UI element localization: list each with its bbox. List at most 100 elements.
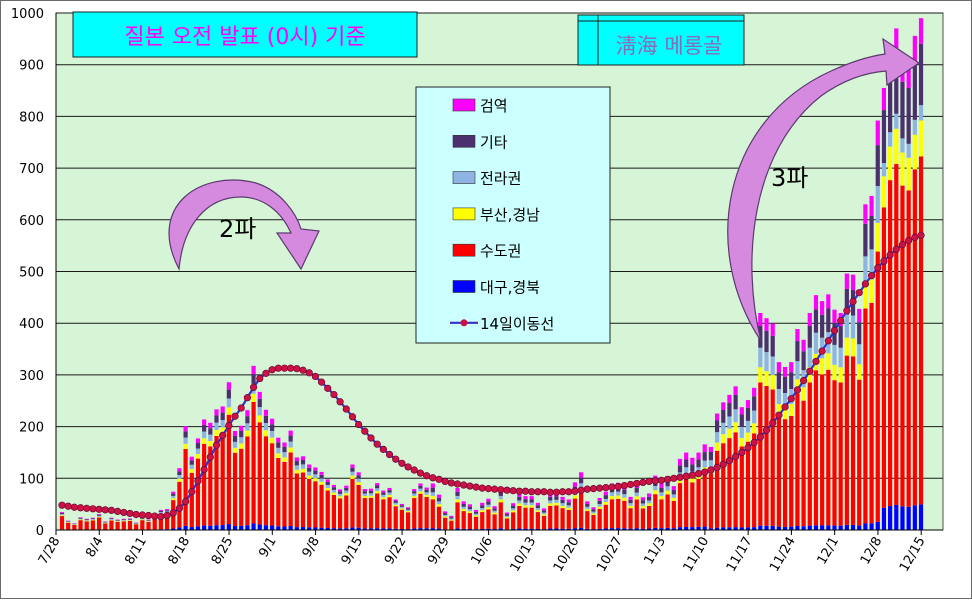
bar-segment-seoul bbox=[740, 446, 744, 527]
bar-segment-quarantine bbox=[462, 501, 466, 504]
bar-segment-quarantine bbox=[703, 444, 707, 452]
bar-segment-seoul bbox=[622, 501, 626, 528]
bar-segment-seoul bbox=[567, 510, 571, 529]
bar-segment-other bbox=[672, 490, 676, 494]
bar-segment-busan bbox=[746, 433, 750, 442]
bar-segment-quarantine bbox=[233, 431, 237, 436]
bar-segment-seoul bbox=[128, 521, 132, 530]
moving-average-point bbox=[819, 348, 826, 355]
bar-segment-quarantine bbox=[913, 36, 917, 61]
bar-segment-jeolla bbox=[851, 316, 855, 339]
y-tick-label: 300 bbox=[19, 369, 44, 384]
bar-segment-quarantine bbox=[715, 413, 719, 420]
bar-segment-quarantine bbox=[412, 489, 416, 491]
bar-segment-busan bbox=[208, 441, 212, 446]
bar-segment-seoul bbox=[542, 516, 546, 529]
bar-segment-seoul bbox=[635, 500, 639, 529]
bar-segment-seoul bbox=[591, 515, 595, 529]
bar-segment-jeolla bbox=[628, 503, 632, 506]
bar-segment-busan bbox=[177, 479, 181, 482]
x-tick-label: 8/11 bbox=[122, 535, 150, 568]
bar-segment-other bbox=[554, 496, 558, 500]
bar-segment-jeolla bbox=[591, 512, 595, 514]
bar-segment-busan bbox=[851, 338, 855, 356]
x-tick-label: 8/18 bbox=[166, 535, 194, 568]
bar-segment-quarantine bbox=[344, 486, 348, 488]
bar-segment-daegu bbox=[214, 525, 218, 530]
bar-segment-busan bbox=[387, 495, 391, 497]
bar-segment-jeolla bbox=[313, 474, 317, 478]
moving-average-point bbox=[603, 484, 610, 491]
bar-segment-other bbox=[486, 502, 490, 505]
bar-segment-quarantine bbox=[264, 410, 268, 416]
bar-segment-seoul bbox=[795, 393, 799, 526]
bar-segment-jeolla bbox=[839, 348, 843, 368]
bar-segment-busan bbox=[622, 498, 626, 501]
moving-average-point bbox=[170, 510, 177, 517]
bar-segment-jeolla bbox=[128, 520, 132, 521]
bar-segment-seoul bbox=[604, 505, 608, 529]
moving-average-point bbox=[751, 439, 758, 446]
bar-segment-seoul bbox=[598, 509, 602, 529]
bar-segment-daegu bbox=[802, 526, 806, 530]
moving-average-point bbox=[318, 379, 325, 386]
bar-segment-daegu bbox=[233, 526, 237, 530]
moving-average-point bbox=[127, 510, 134, 517]
bar-segment-jeolla bbox=[740, 427, 744, 438]
moving-average-point bbox=[331, 391, 338, 398]
bar-segment-jeolla bbox=[610, 492, 614, 496]
bar-segment-seoul bbox=[653, 494, 657, 528]
bar-segment-other bbox=[122, 519, 126, 520]
bar-segment-quarantine bbox=[239, 426, 243, 431]
bar-segment-busan bbox=[542, 514, 546, 516]
bar-segment-seoul bbox=[493, 514, 497, 529]
moving-average-point bbox=[164, 512, 171, 519]
bar-segment-jeolla bbox=[344, 491, 348, 494]
bar-segment-jeolla bbox=[684, 467, 688, 473]
bar-segment-quarantine bbox=[672, 486, 676, 490]
bar-segment-daegu bbox=[764, 526, 768, 530]
moving-average-point bbox=[473, 484, 480, 491]
y-tick-label: 900 bbox=[19, 59, 44, 74]
bar-segment-quarantine bbox=[542, 508, 546, 510]
bar-segment-busan bbox=[672, 498, 676, 501]
legend-swatch bbox=[453, 244, 475, 256]
bar-segment-quarantine bbox=[184, 426, 188, 431]
bar-segment-daegu bbox=[239, 526, 243, 530]
bar-segment-seoul bbox=[764, 386, 768, 526]
bar-segment-daegu bbox=[777, 527, 781, 530]
moving-average-point bbox=[837, 317, 844, 324]
bar-segment-jeolla bbox=[752, 411, 756, 424]
bar-segment-daegu bbox=[894, 505, 898, 530]
bar-segment-busan bbox=[869, 279, 873, 302]
bar-segment-seoul bbox=[913, 169, 917, 505]
moving-average-point bbox=[806, 368, 813, 375]
bar-segment-other bbox=[690, 464, 694, 471]
bar-segment-jeolla bbox=[239, 437, 243, 443]
bar-segment-jeolla bbox=[109, 519, 113, 520]
bar-segment-busan bbox=[462, 509, 466, 511]
bar-segment-busan bbox=[109, 520, 113, 521]
bar-segment-other bbox=[443, 513, 447, 515]
bar-segment-other bbox=[468, 507, 472, 510]
bar-segment-other bbox=[869, 216, 873, 249]
bar-segment-busan bbox=[727, 429, 731, 438]
bar-segment-busan bbox=[919, 121, 923, 157]
bar-segment-quarantine bbox=[814, 295, 818, 309]
bar-segment-quarantine bbox=[381, 491, 385, 493]
bar-segment-seoul bbox=[418, 494, 422, 528]
bar-segment-quarantine bbox=[696, 453, 700, 460]
moving-average-point bbox=[726, 457, 733, 464]
bar-segment-quarantine bbox=[97, 514, 101, 515]
moving-average-point bbox=[590, 485, 597, 492]
bar-segment-quarantine bbox=[375, 483, 379, 485]
bar-segment-jeolla bbox=[350, 472, 354, 476]
bar-segment-seoul bbox=[474, 517, 478, 529]
moving-average-point bbox=[813, 358, 820, 365]
bar-segment-other bbox=[771, 336, 775, 357]
bar-segment-jeolla bbox=[455, 496, 459, 499]
moving-average-point bbox=[343, 406, 350, 413]
bar-segment-quarantine bbox=[369, 489, 373, 491]
y-tick-label: 100 bbox=[19, 472, 44, 487]
bar-segment-quarantine bbox=[863, 204, 867, 224]
